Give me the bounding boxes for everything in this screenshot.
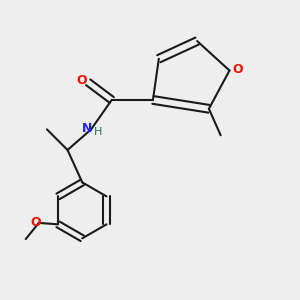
Text: O: O [76, 74, 87, 87]
Text: N: N [82, 122, 92, 135]
Text: O: O [30, 216, 41, 229]
Text: H: H [94, 127, 103, 137]
Text: O: O [232, 62, 243, 76]
